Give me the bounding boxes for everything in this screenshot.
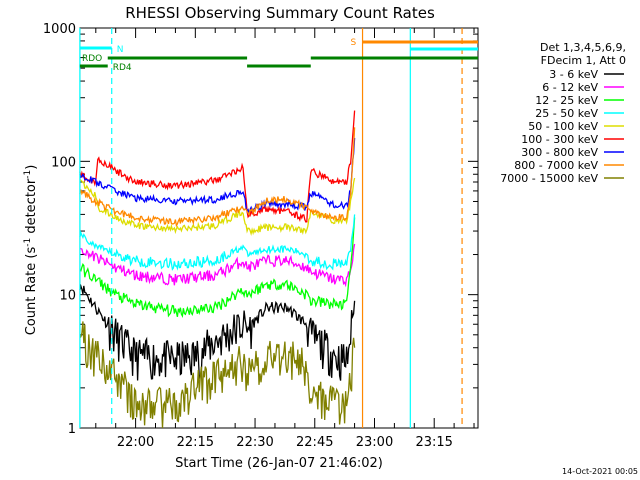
legend-label: 100 - 300 keV — [521, 133, 598, 146]
flag-label: RDO — [82, 54, 102, 64]
footer-timestamp: 14-Oct-2021 00:05 — [562, 467, 638, 476]
legend: Det 1,3,4,5,6,9,FDecim 1, Att 03 - 6 keV… — [500, 41, 626, 185]
y-tick-label: 1 — [68, 422, 76, 437]
y-tick-label: 10 — [59, 289, 76, 304]
series-line — [79, 321, 356, 429]
ylabel-superscript: -1 — [23, 170, 33, 179]
x-tick-label: 23:15 — [415, 435, 452, 450]
legend-label: 6 - 12 keV — [542, 81, 598, 94]
plot-area: 1 10 100 1000 22:00 22:15 22:30 22:45 23:00 23:15… — [43, 22, 479, 450]
series-line — [79, 214, 356, 271]
series-line — [79, 217, 356, 319]
legend-header: FDecim 1, Att 0 — [541, 54, 626, 67]
series-line — [79, 127, 356, 228]
series-line — [79, 243, 356, 288]
legend-label: 50 - 100 keV — [528, 120, 598, 133]
ylabel-part: Count Rate (s — [24, 247, 39, 336]
y-tick-label: 1000 — [43, 22, 76, 37]
x-tick-label: 22:30 — [236, 435, 273, 450]
legend-label: 25 - 50 keV — [535, 107, 598, 120]
flag-label: RD4 — [113, 63, 132, 73]
legend-label: 3 - 6 keV — [549, 68, 598, 81]
legend-label: 800 - 7000 keV — [514, 159, 598, 172]
flag-label: N — [117, 45, 124, 55]
legend-header: Det 1,3,4,5,6,9, — [540, 41, 626, 54]
legend-label: 300 - 800 keV — [521, 146, 598, 159]
legend-label: 7000 - 15000 keV — [500, 172, 598, 185]
x-tick-label: 22:15 — [177, 435, 214, 450]
series-line — [79, 110, 356, 223]
x-tick-label: 23:00 — [356, 435, 393, 450]
svg-text:Count Rate (s-1 detector-1): Count Rate (s-1 detector-1) — [23, 165, 39, 336]
ylabel-superscript: -1 — [23, 238, 33, 247]
legend-label: 12 - 25 keV — [535, 94, 598, 107]
ylabel-part: ) — [24, 165, 39, 170]
series-line — [79, 137, 356, 214]
x-tick-label: 22:00 — [117, 435, 154, 450]
series-line — [79, 177, 356, 237]
ylabel-part: detector — [24, 178, 39, 238]
x-tick-label: 22:45 — [296, 435, 333, 450]
series-line — [79, 283, 356, 381]
y-axis-label: Count Rate (s-1 detector-1) — [23, 165, 39, 336]
flag-label: S — [351, 38, 357, 48]
chart-title: RHESSI Observing Summary Count Rates — [125, 4, 435, 22]
x-axis-label: Start Time (26-Jan-07 21:46:02) — [175, 456, 383, 471]
y-tick-label: 100 — [51, 155, 76, 170]
